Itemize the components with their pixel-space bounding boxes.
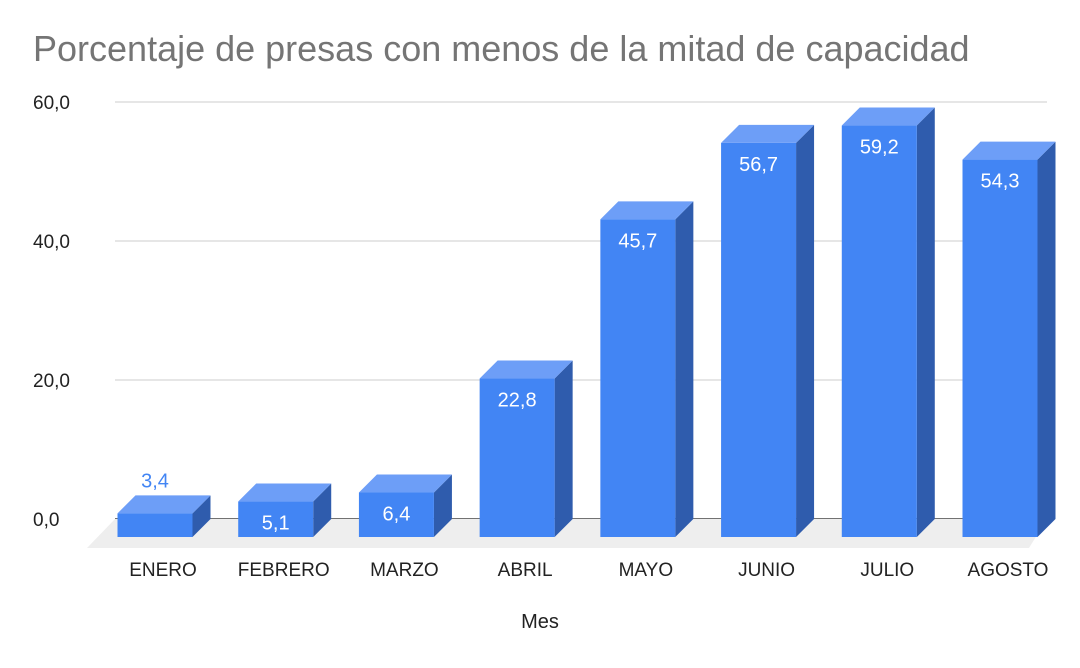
x-tick-label: MARZO [370, 560, 439, 581]
x-tick-label: JUNIO [738, 560, 795, 581]
bar-front [600, 219, 676, 537]
bar-front [117, 513, 193, 537]
bar [600, 201, 694, 537]
bar-side [433, 474, 452, 537]
bar [962, 141, 1056, 538]
bar-front [479, 378, 555, 537]
x-tick-label: JULIO [860, 560, 914, 581]
bar-front [721, 142, 797, 537]
bar [721, 124, 815, 537]
bar [238, 483, 332, 537]
data-label: 22,8 [498, 390, 537, 412]
data-label: 56,7 [739, 154, 778, 176]
data-label: 45,7 [618, 230, 657, 252]
data-label: 3,4 [141, 470, 169, 492]
chart-floor [87, 519, 1047, 548]
bars [117, 107, 1056, 538]
bar-top [479, 360, 573, 379]
bar-side [675, 201, 694, 537]
y-tick-label: 20,0 [33, 371, 70, 392]
bar [358, 474, 452, 537]
data-labels: 3,4 5,1 6,4 22,8 45,7 56,7 59,2 54,3 [141, 137, 1019, 535]
bar-side [796, 124, 815, 537]
data-label: 54,3 [981, 171, 1020, 193]
bar-top [358, 474, 452, 493]
data-label: 5,1 [262, 513, 290, 535]
bar-front [238, 501, 314, 537]
bar-front [358, 492, 434, 537]
bar-front [841, 125, 917, 537]
x-tick-label: FEBRERO [238, 560, 330, 581]
y-tick-label: 0,0 [33, 510, 59, 531]
x-axis-ticks: ENERO FEBRERO MARZO ABRIL MAYO JUNIO JULIO AGOS… [129, 560, 1048, 581]
bar-side [1037, 141, 1056, 538]
bar-top [721, 124, 815, 143]
y-tick-label: 60,0 [33, 93, 70, 114]
chart-title: Porcentaje de presas con menos de la mit… [33, 28, 970, 69]
bar [841, 107, 935, 537]
bar-top [962, 141, 1056, 160]
bar-side [313, 483, 332, 537]
x-tick-label: ABRIL [498, 560, 553, 581]
y-axis-ticks: 0,0 20,0 40,0 60,0 [33, 93, 70, 531]
bar-side [554, 360, 573, 537]
bar [117, 495, 211, 537]
x-axis-label: Mes [521, 611, 559, 633]
data-label: 59,2 [860, 137, 899, 159]
bar-front [962, 159, 1038, 538]
bar-top [600, 201, 694, 220]
y-tick-label: 40,0 [33, 232, 70, 253]
x-tick-label: ENERO [129, 560, 197, 581]
x-tick-label: MAYO [619, 560, 674, 581]
data-label: 6,4 [383, 504, 411, 526]
bar [479, 360, 573, 537]
x-tick-label: AGOSTO [968, 560, 1049, 581]
floor-plane [87, 519, 1047, 548]
bar-top [117, 495, 211, 514]
bar-top [238, 483, 332, 502]
bar-side [192, 495, 211, 537]
bar-side [916, 107, 935, 537]
bar-top [841, 107, 935, 126]
